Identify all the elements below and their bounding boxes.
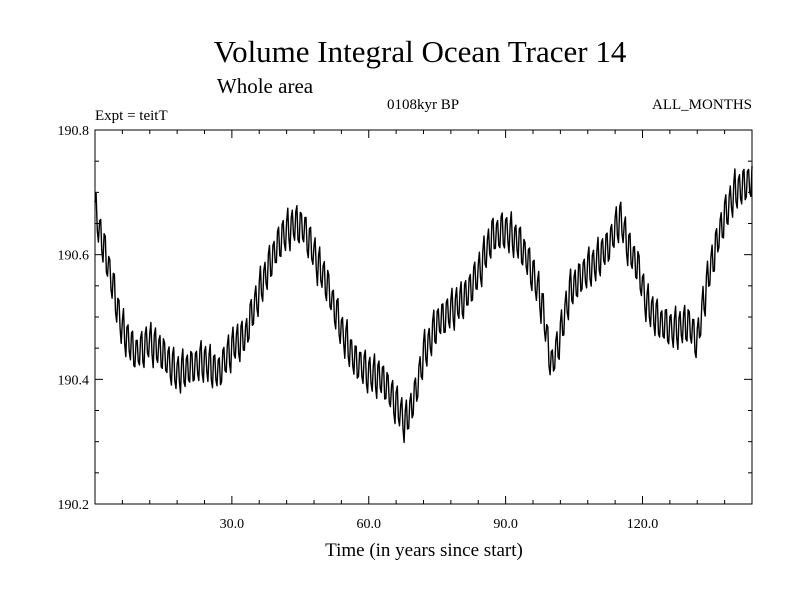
months-label: ALL_MONTHS bbox=[652, 97, 752, 113]
y-tick-label: 190.6 bbox=[58, 249, 90, 264]
y-tick-label: 190.8 bbox=[58, 124, 90, 139]
chart-subtitle: Whole area bbox=[217, 74, 314, 98]
period-label: 0108kyr BP bbox=[387, 97, 459, 113]
chart-title: Volume Integral Ocean Tracer 14 bbox=[214, 34, 627, 69]
axis-ticks bbox=[95, 129, 753, 505]
x-tick-label: 90.0 bbox=[493, 517, 518, 532]
y-tick-label: 190.4 bbox=[58, 373, 90, 388]
series-line bbox=[94, 165, 753, 444]
y-tick-label: 190.2 bbox=[58, 498, 90, 513]
x-tick-label: 60.0 bbox=[357, 517, 382, 532]
x-tick-label: 30.0 bbox=[220, 517, 245, 532]
x-tick-label: 120.0 bbox=[627, 517, 659, 532]
x-axis-label: Time (in years since start) bbox=[325, 540, 523, 561]
axis-tick-labels: 30.0 60.0 90.0 120.0 190.2 190.4 190.6 190.8 bbox=[58, 124, 659, 532]
expt-label: Expt = teitT bbox=[95, 108, 168, 124]
